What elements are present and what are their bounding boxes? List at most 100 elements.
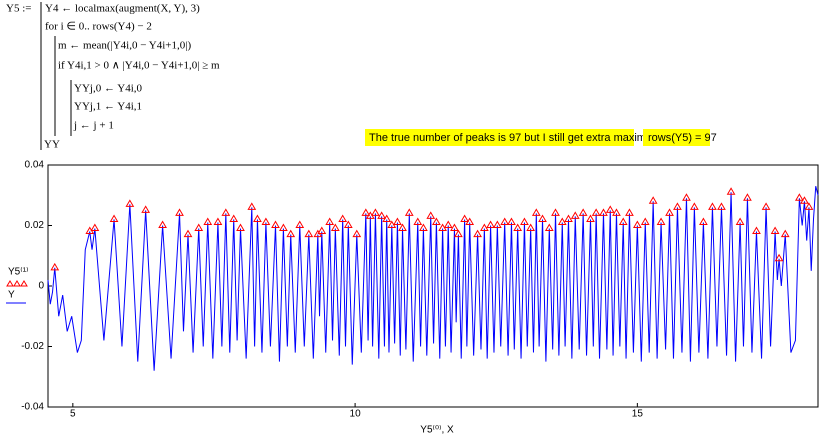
note: The true number of peaks is 97 but I sti…: [369, 132, 653, 144]
peak-marker: [253, 214, 262, 222]
program-line: m ← mean(|Y4i,0 − Y4i+1,0|): [58, 40, 191, 52]
x-tick-label: 15: [632, 409, 644, 420]
peak-marker: [419, 223, 428, 232]
peak-marker: [338, 214, 348, 222]
result-box: [643, 129, 710, 146]
peak-marker: [591, 208, 601, 216]
peak-marker: [648, 196, 658, 204]
peak-marker: [465, 217, 475, 225]
peak-marker: [513, 223, 523, 232]
peak-marker: [141, 205, 151, 213]
peak-marker: [90, 223, 100, 232]
peak-marker: [526, 223, 536, 232]
program-line: YY: [44, 139, 60, 151]
peak-marker: [717, 202, 726, 210]
peak-marker: [520, 217, 529, 225]
peak-marker: [247, 202, 257, 210]
program-line: j ← j + 1: [73, 120, 114, 132]
peak-marker: [304, 229, 314, 238]
program-line: if Y4i,1 > 0 ∧ |Y4i,0 − Y4i+1,0| ≥ m: [58, 60, 220, 72]
peak-marker: [544, 223, 554, 232]
peak-marker: [50, 262, 60, 271]
peak-marker: [480, 223, 489, 232]
legend-marker: [13, 280, 21, 287]
peak-marker: [203, 217, 213, 225]
peak-marker: [618, 217, 628, 225]
peak-marker: [279, 223, 288, 232]
peak-marker: [295, 220, 305, 228]
peak-marker: [261, 217, 271, 225]
legend-marker: [6, 280, 14, 287]
peak-marker: [371, 208, 380, 216]
x-tick-label: 5: [70, 409, 76, 420]
peak-marker: [343, 220, 353, 228]
y-tick-label: 0.02: [25, 220, 45, 231]
peak-marker: [158, 220, 167, 228]
plot-frame: [47, 164, 819, 408]
peak-marker: [398, 223, 407, 232]
peak-marker: [450, 223, 459, 232]
y-tick-label: -0.04: [21, 402, 44, 413]
peak-marker: [708, 202, 717, 210]
result: rows(Y5) = 97: [648, 132, 717, 144]
peak-marker: [404, 208, 414, 216]
peak-marker: [229, 214, 239, 222]
program-line: for i ∈ 0.. rows(Y4) − 2: [45, 21, 152, 33]
peak-marker: [443, 220, 453, 228]
peak-marker: [682, 193, 691, 201]
peak-marker: [317, 226, 327, 235]
x-axis-label: Y5⁽⁰⁾, X: [420, 425, 454, 436]
peak-marker: [473, 229, 482, 238]
program-name: Y5 :=: [6, 3, 31, 15]
peak-marker: [531, 208, 541, 216]
peak-marker: [538, 214, 547, 222]
peak-marker: [271, 220, 280, 228]
program-line: YYj,1 ← Y4i,1: [74, 101, 142, 113]
peak-marker: [673, 202, 682, 210]
peak-marker: [460, 214, 469, 222]
y-tick-label: -0.02: [21, 341, 44, 352]
y-tick-label: 0.04: [25, 160, 45, 171]
legend-marker: [20, 280, 28, 287]
peak-marker: [743, 193, 752, 201]
peak-marker: [507, 217, 516, 225]
peak-marker: [665, 208, 674, 216]
peak-marker: [804, 202, 814, 210]
peak-marker: [586, 214, 595, 222]
peak-marker: [393, 217, 402, 225]
peak-marker: [432, 217, 441, 225]
peak-marker: [774, 253, 784, 262]
peak-marker: [325, 217, 335, 225]
peak-marker: [770, 226, 780, 235]
peak-marker: [426, 211, 436, 219]
peak-marker: [625, 208, 634, 216]
peak-marker: [377, 211, 386, 219]
peak-marker: [632, 220, 642, 228]
peak-marker: [413, 217, 423, 225]
peak-marker: [690, 202, 699, 210]
legend-label: Y: [8, 290, 15, 301]
peak-marker: [599, 208, 608, 216]
peak-marker: [109, 214, 119, 222]
peak-marker: [800, 196, 809, 204]
signal-line: [47, 186, 819, 371]
peak-marker: [125, 199, 135, 207]
peak-marker: [699, 217, 708, 225]
peak-marker: [564, 214, 573, 222]
peak-marker: [551, 208, 560, 216]
peak-marker: [175, 208, 184, 216]
peak-marker: [194, 223, 204, 232]
peak-marker: [557, 217, 567, 225]
peak-marker: [492, 220, 502, 228]
peak-marker: [612, 208, 621, 216]
peak-marker: [221, 208, 231, 216]
peak-marker: [578, 208, 588, 216]
peak-marker: [761, 202, 771, 210]
peak-marker: [213, 217, 223, 225]
peak-marker: [183, 229, 193, 238]
peak-marker: [795, 193, 804, 201]
peak-marker: [570, 211, 580, 219]
peak-marker: [726, 187, 736, 195]
